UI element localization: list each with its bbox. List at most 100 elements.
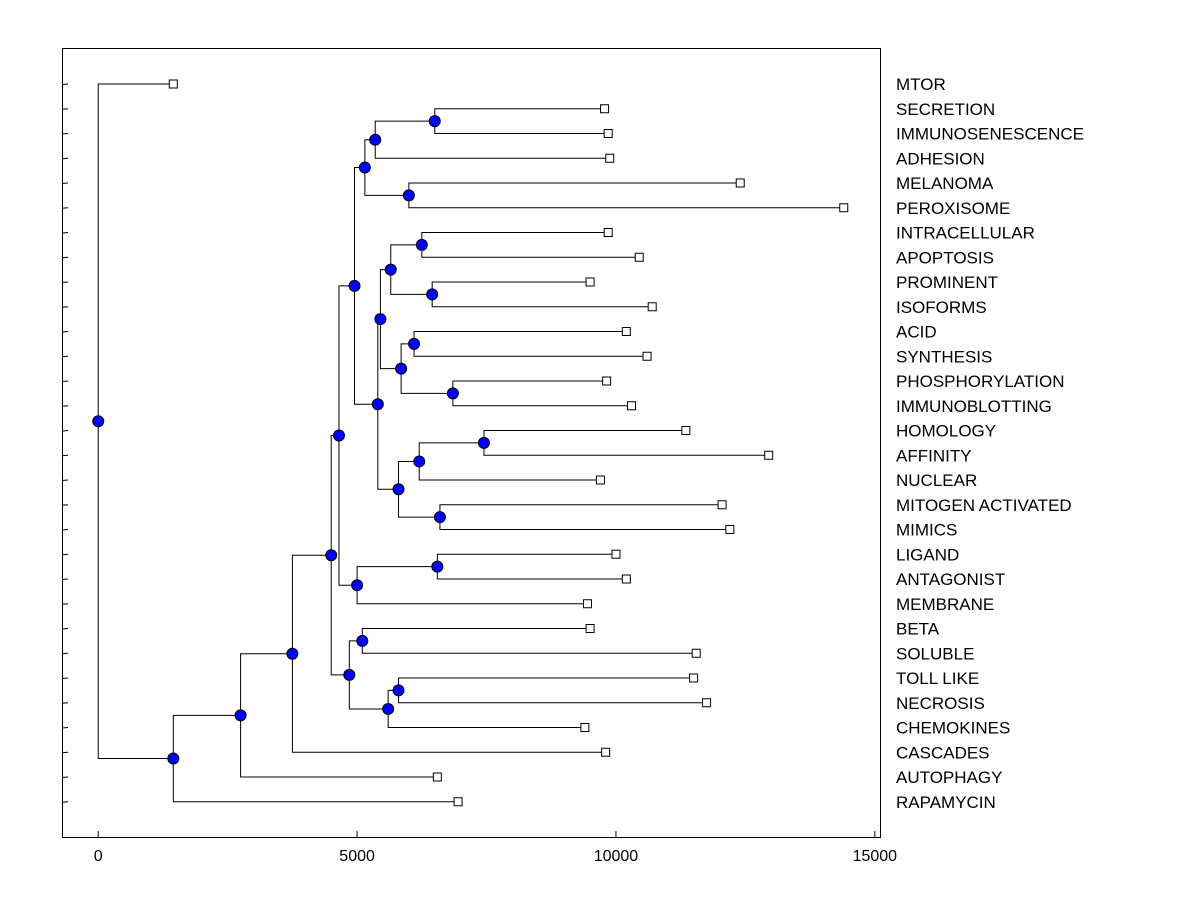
leaf-marker-mtor bbox=[168, 79, 178, 89]
merge-nodes bbox=[92, 115, 490, 765]
link-n21 bbox=[361, 628, 697, 654]
merge-node-n20 bbox=[332, 429, 345, 442]
link-n7 bbox=[390, 244, 433, 295]
y-tick bbox=[61, 776, 69, 778]
merge-node-n23 bbox=[382, 702, 395, 715]
leaf-marker-immunoblotting bbox=[626, 401, 636, 411]
y-tick bbox=[61, 108, 69, 110]
leaf-labels: MTOR SECRETION IMMUNOSENESCENCE ADHESION MEL… bbox=[896, 75, 1084, 812]
leaf-marker-prominent bbox=[585, 277, 595, 287]
leaf-marker-soluble bbox=[691, 648, 701, 658]
y-tick bbox=[61, 380, 69, 382]
link-n14 bbox=[439, 504, 730, 530]
leaf-label-antagonist: ANTAGONIST bbox=[896, 570, 1005, 589]
merge-node-n15 bbox=[392, 483, 405, 496]
y-tick bbox=[61, 504, 69, 506]
leaf-label-soluble: SOLUBLE bbox=[896, 644, 974, 663]
y-tick bbox=[61, 553, 69, 556]
link-n12 bbox=[483, 430, 769, 456]
link-n13 bbox=[418, 442, 601, 481]
x-axis: 0 5000 10000 15000 bbox=[94, 831, 897, 865]
leaf-label-peroxisome: PEROXISOME bbox=[896, 199, 1010, 218]
link-n4 bbox=[364, 139, 409, 196]
link-n23 bbox=[387, 689, 585, 728]
link-n10 bbox=[400, 343, 453, 394]
merge-node-n4 bbox=[358, 161, 371, 174]
leaf-marker-peroxisome bbox=[839, 203, 849, 213]
leaf-marker-homology bbox=[681, 426, 691, 435]
leaf-label-immunosenescence: IMMUNOSENESCENCE bbox=[896, 125, 1084, 144]
leaf-label-mitogen-activated: MITOGEN ACTIVATED bbox=[896, 496, 1072, 515]
x-tick-label: 0 bbox=[94, 848, 103, 865]
link-n3 bbox=[408, 182, 844, 209]
leaf-label-mimics: MIMICS bbox=[896, 521, 957, 540]
merge-node-n11 bbox=[374, 313, 387, 326]
y-tick bbox=[61, 677, 69, 679]
y-tick bbox=[61, 133, 69, 135]
leaf-marker-necrosis bbox=[702, 698, 712, 708]
leaf-marker-phosphorylation bbox=[602, 376, 612, 386]
y-tick bbox=[61, 256, 69, 259]
link-n18 bbox=[436, 553, 627, 580]
merge-node-n12 bbox=[477, 436, 490, 449]
leaf-label-cascades: CASCADES bbox=[896, 743, 990, 762]
merge-node-n2 bbox=[369, 133, 382, 146]
link-n19 bbox=[356, 566, 588, 605]
y-tick bbox=[61, 751, 69, 754]
link-n29 bbox=[97, 83, 174, 760]
y-tick bbox=[61, 479, 69, 481]
y-tick bbox=[61, 727, 69, 729]
merge-node-n27 bbox=[234, 709, 247, 722]
merge-node-n29 bbox=[92, 415, 105, 428]
y-tick bbox=[61, 355, 69, 358]
leaf-marker-affinity bbox=[764, 450, 774, 460]
y-tick bbox=[61, 603, 69, 605]
leaf-marker-melanoma bbox=[735, 178, 745, 188]
merge-node-n9 bbox=[446, 387, 459, 400]
y-axis-ticks bbox=[61, 83, 69, 803]
y-tick bbox=[61, 207, 69, 209]
y-tick bbox=[61, 83, 69, 85]
leaf-marker-adhesion bbox=[605, 153, 615, 163]
y-tick bbox=[61, 232, 69, 234]
leaf-label-apoptosis: APOPTOSIS bbox=[896, 248, 994, 267]
leaf-marker-rapamycin bbox=[453, 797, 463, 807]
plot-frame bbox=[62, 48, 881, 838]
y-tick bbox=[61, 652, 69, 655]
y-tick bbox=[61, 306, 69, 308]
link-n6 bbox=[431, 281, 653, 308]
leaf-label-prominent: PROMINENT bbox=[896, 273, 998, 292]
leaf-marker-ligand bbox=[611, 549, 621, 559]
y-tick bbox=[61, 430, 69, 432]
merge-node-n17 bbox=[348, 279, 361, 292]
leaf-label-phosphorylation: PHOSPHORYLATION bbox=[896, 372, 1064, 391]
leaf-marker-immunosenescence bbox=[603, 129, 613, 138]
merge-node-n24 bbox=[343, 668, 356, 681]
merge-node-n3 bbox=[402, 189, 415, 202]
y-tick bbox=[61, 281, 69, 283]
leaf-label-affinity: AFFINITY bbox=[896, 446, 972, 465]
leaf-marker-intracellular bbox=[603, 228, 613, 237]
leaf-label-rapamycin: RAPAMYCIN bbox=[896, 793, 996, 812]
y-tick bbox=[61, 454, 69, 457]
leaf-marker-isoforms bbox=[647, 302, 657, 312]
x-tick-label: 10000 bbox=[594, 848, 639, 865]
link-n27 bbox=[240, 653, 438, 778]
leaf-marker-synthesis bbox=[642, 351, 652, 361]
leaf-label-synthesis: SYNTHESIS bbox=[896, 347, 992, 366]
leaf-marker-secretion bbox=[600, 104, 610, 114]
merge-node-n22 bbox=[392, 684, 405, 697]
leaf-marker-toll-like bbox=[689, 673, 699, 683]
dendrogram-links bbox=[97, 83, 844, 803]
leaf-label-beta: BETA bbox=[896, 620, 940, 639]
link-n28 bbox=[172, 714, 459, 803]
merge-node-n19 bbox=[351, 579, 364, 592]
leaf-label-nuclear: NUCLEAR bbox=[896, 471, 977, 490]
leaf-marker-mimics bbox=[725, 525, 735, 534]
link-n22 bbox=[398, 677, 707, 704]
leaf-label-autophagy: AUTOPHAGY bbox=[896, 768, 1002, 787]
leaf-marker-autophagy bbox=[432, 772, 442, 782]
merge-node-n16 bbox=[371, 398, 384, 411]
leaf-label-secretion: SECRETION bbox=[896, 100, 995, 119]
